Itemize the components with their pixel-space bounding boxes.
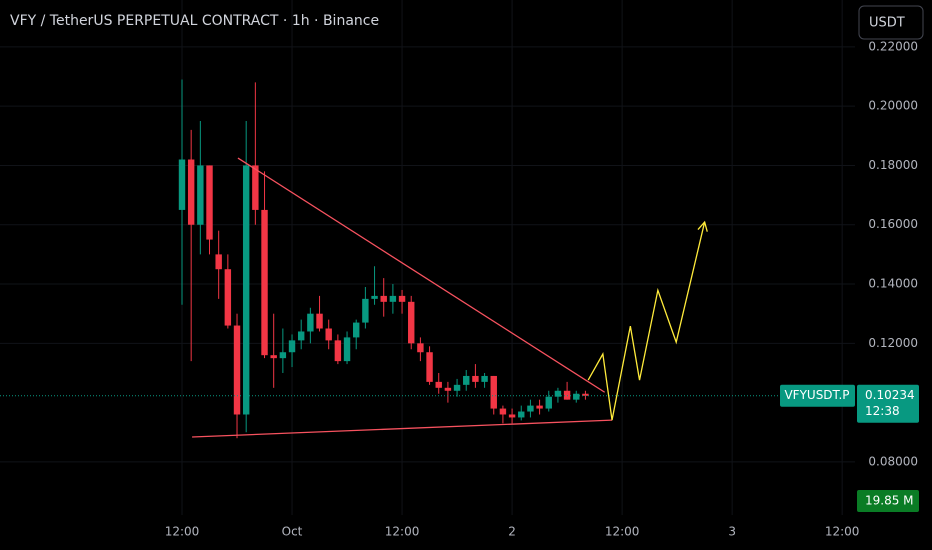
candle-body xyxy=(444,387,452,391)
candle-body xyxy=(270,355,277,359)
candle-body xyxy=(398,295,406,302)
candle-body xyxy=(508,414,516,418)
candle-body xyxy=(362,298,369,323)
y-tick-label: 0.20000 xyxy=(868,99,918,113)
candle-body xyxy=(206,165,213,240)
price-tag-label: 0.10234 xyxy=(865,388,915,402)
candle-body xyxy=(490,375,497,409)
candle-body xyxy=(554,390,562,397)
candle-body xyxy=(307,313,314,332)
candle-body xyxy=(582,393,589,396)
trend-drawing xyxy=(237,157,606,393)
candle-body xyxy=(453,384,461,391)
y-tick-label: 0.12000 xyxy=(868,336,918,350)
candle-body xyxy=(187,159,195,225)
candle-body xyxy=(343,337,351,362)
candle-body xyxy=(215,254,222,270)
candle-body xyxy=(242,165,250,415)
candle-body xyxy=(178,159,186,210)
candle-body xyxy=(371,295,378,299)
x-tick-label: 12:00 xyxy=(385,525,420,539)
candle-body xyxy=(545,396,552,409)
grid xyxy=(0,0,855,515)
y-tick-label: 0.18000 xyxy=(868,158,918,172)
candle-body xyxy=(426,352,433,382)
candle-body xyxy=(325,328,332,341)
candle-body xyxy=(435,381,442,388)
candle-body xyxy=(297,331,305,341)
candle-body xyxy=(261,209,268,356)
candle-body xyxy=(279,352,287,359)
x-tick-label: 12:00 xyxy=(825,525,860,539)
candle-body xyxy=(224,269,232,326)
candle-body xyxy=(288,340,296,353)
candle-body xyxy=(316,313,323,329)
price-tag xyxy=(857,384,919,423)
symbol-tag xyxy=(780,384,855,407)
x-tick-label: Oct xyxy=(282,525,303,539)
candle-body xyxy=(380,295,387,302)
candle-body xyxy=(536,405,543,409)
candle-body xyxy=(408,301,415,344)
candle-body xyxy=(252,165,259,210)
candle-body xyxy=(463,375,470,385)
candle-body xyxy=(334,340,342,362)
candle-body xyxy=(518,411,525,418)
y-tick-label: 0.16000 xyxy=(868,217,918,231)
candle-body xyxy=(417,343,424,353)
candle-body xyxy=(197,165,204,225)
candle-body xyxy=(389,295,397,302)
candle-body xyxy=(233,325,241,415)
trend-drawing xyxy=(192,419,613,438)
candle-body xyxy=(472,375,479,382)
currency-button[interactable] xyxy=(858,5,924,40)
chart-title: VFY / TetherUS PERPETUAL CONTRACT · 1h ·… xyxy=(10,13,379,29)
x-tick-label: 12:00 xyxy=(165,525,200,539)
volume-tag xyxy=(857,490,919,512)
candle-body xyxy=(527,405,534,412)
candle-body xyxy=(499,408,507,415)
y-tick-label: 0.08000 xyxy=(868,454,918,468)
y-tick-label: 0.14000 xyxy=(868,277,918,291)
y-tick-label: 0.22000 xyxy=(868,39,918,53)
currency-button-label[interactable]: USDT xyxy=(869,16,905,31)
x-tick-label: 3 xyxy=(728,525,736,539)
symbol-tag-label: VFYUSDT.P xyxy=(784,388,849,402)
candle-body xyxy=(353,322,360,338)
trend-drawing xyxy=(587,221,706,421)
arrow-head xyxy=(697,220,708,232)
candle-body xyxy=(573,393,580,400)
countdown-label: 12:38 xyxy=(865,404,900,418)
x-tick-label: 12:00 xyxy=(605,525,640,539)
volume-tag-label: 19.85 M xyxy=(865,494,914,508)
candle-body xyxy=(481,375,488,382)
x-tick-label: 2 xyxy=(508,525,516,539)
